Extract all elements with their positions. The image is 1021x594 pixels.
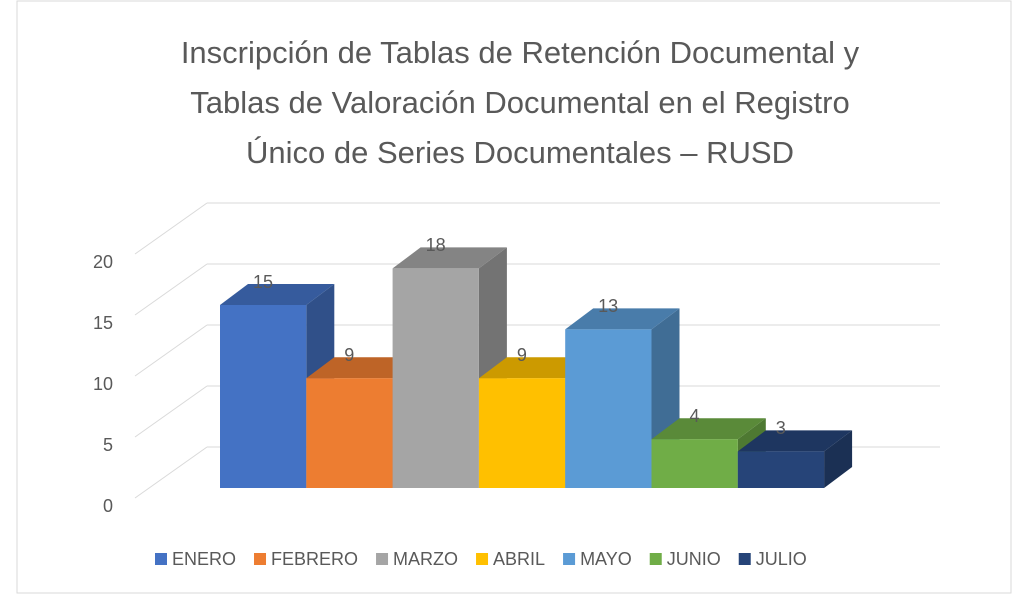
bar-top <box>306 357 421 379</box>
chart-border <box>16 0 1012 594</box>
legend-swatch <box>476 553 489 565</box>
legend-swatch <box>254 553 267 565</box>
bar <box>306 378 393 488</box>
bar <box>651 439 738 488</box>
data-label: 4 <box>689 406 699 426</box>
y-tick-label: 10 <box>93 374 113 394</box>
bar <box>478 378 566 488</box>
y-tick-label: 5 <box>103 435 113 455</box>
y-tick-label: 15 <box>93 313 113 333</box>
legend-label: JUNIO <box>667 549 721 569</box>
bar-top <box>392 247 507 269</box>
chart-title: Inscripción de Tablas de Retención Docum… <box>180 35 860 170</box>
legend-label: MARZO <box>393 549 458 569</box>
legend-label: ABRIL <box>493 549 545 569</box>
bar <box>565 329 652 488</box>
legend-label: ENERO <box>172 549 236 569</box>
grid-line-side <box>134 202 208 255</box>
y-tick-label: 20 <box>93 252 113 272</box>
bar-top <box>565 308 680 330</box>
data-label: 13 <box>598 296 618 316</box>
grid-line-side <box>134 385 208 438</box>
bar <box>220 305 307 488</box>
data-label: 3 <box>776 418 786 438</box>
bar-top <box>478 357 594 379</box>
bar <box>392 268 479 488</box>
data-label: 9 <box>344 345 354 365</box>
legend-swatch <box>563 553 576 565</box>
legend-swatch <box>738 553 751 565</box>
grid-line-side <box>134 446 208 499</box>
grid-line-side <box>134 263 208 316</box>
data-label: 15 <box>253 272 273 292</box>
bar-top <box>651 418 766 440</box>
data-label: 9 <box>517 345 527 365</box>
bar-side <box>824 430 853 488</box>
legend-label: JULIO <box>756 549 807 569</box>
legend-swatch <box>155 553 167 565</box>
legend-label: FEBRERO <box>271 549 358 569</box>
bar-top <box>220 284 335 305</box>
legend-label: MAYO <box>580 549 632 569</box>
y-tick-label: 0 <box>103 496 113 516</box>
data-label: 18 <box>426 235 446 255</box>
legend-swatch <box>376 553 389 565</box>
legend-swatch <box>649 553 662 565</box>
grid-line-side <box>134 324 208 377</box>
bar <box>737 451 825 488</box>
bar-top <box>737 430 853 452</box>
